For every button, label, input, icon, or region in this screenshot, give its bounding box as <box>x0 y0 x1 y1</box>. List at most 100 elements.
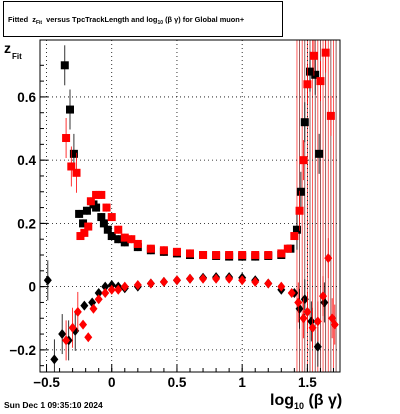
series-0 <box>60 45 324 261</box>
x-tick-label: 0.5 <box>168 375 187 390</box>
diamond-marker <box>101 281 110 292</box>
square-marker <box>66 105 74 114</box>
square-marker <box>82 206 91 215</box>
title-middle: versus TpcTrackLength and log <box>46 15 158 24</box>
square-marker <box>303 80 312 89</box>
diamond-marker <box>299 313 308 324</box>
diamond-marker <box>101 287 110 298</box>
diamond-marker <box>43 275 52 286</box>
diamond-marker <box>277 281 286 292</box>
square-marker <box>186 249 194 258</box>
diamond-marker <box>186 273 194 284</box>
diamond-marker <box>120 281 129 292</box>
square-marker <box>306 67 314 76</box>
square-marker <box>326 111 335 120</box>
square-marker <box>103 225 112 234</box>
chart-title: Fitted zFit versus TpcTrackLength and lo… <box>8 15 244 26</box>
diamond-marker <box>308 322 317 333</box>
diamond-marker <box>133 280 142 291</box>
diamond-marker <box>84 332 93 343</box>
series-2 <box>43 260 329 372</box>
square-marker <box>97 213 106 222</box>
title-log-sub: 10 <box>157 20 164 26</box>
diamond-marker <box>172 275 181 286</box>
diamond-marker <box>330 319 339 330</box>
y-tick-label: 0.2 <box>17 216 36 231</box>
square-marker <box>277 249 286 258</box>
title-suffix: for Global muon+ <box>182 15 245 24</box>
x-tick-label: 1.5 <box>298 375 317 390</box>
square-marker <box>296 187 305 196</box>
square-marker <box>146 244 155 253</box>
diamond-marker <box>313 341 322 352</box>
square-marker <box>300 118 309 127</box>
x-tick-label: −0.5 <box>33 375 60 390</box>
square-marker <box>120 238 129 247</box>
diamond-marker <box>68 322 77 333</box>
square-marker <box>238 251 247 260</box>
diamond-marker <box>73 306 82 317</box>
diamond-marker <box>159 276 168 287</box>
series-1 <box>62 40 335 260</box>
square-marker <box>86 197 95 206</box>
square-marker <box>97 190 106 199</box>
diamond-marker <box>294 297 303 308</box>
square-marker <box>127 235 136 244</box>
square-marker <box>102 203 111 212</box>
diamond-marker <box>62 335 71 346</box>
diamond-marker <box>313 316 322 327</box>
diamond-marker <box>287 287 296 298</box>
square-marker <box>114 225 123 234</box>
diamond-marker <box>199 273 208 284</box>
diamond-marker <box>212 273 221 284</box>
square-marker <box>309 51 318 60</box>
square-marker <box>292 225 301 234</box>
square-marker <box>251 251 260 260</box>
square-marker <box>60 61 69 70</box>
y-tick-label: −0.2 <box>9 343 36 358</box>
square-marker <box>212 251 221 260</box>
diamond-marker <box>303 306 312 317</box>
square-marker <box>299 156 308 165</box>
data-series <box>43 40 339 372</box>
diamond-marker <box>264 278 273 289</box>
square-marker <box>75 209 84 218</box>
title-beta-gamma: (β γ) <box>165 15 181 24</box>
square-marker <box>62 134 71 143</box>
square-marker <box>316 77 325 86</box>
square-marker <box>315 149 324 158</box>
title-z: z <box>32 15 36 24</box>
square-marker <box>92 203 101 212</box>
diamond-marker <box>225 273 234 284</box>
x-tick-label: 1 <box>238 375 246 390</box>
square-marker <box>225 251 234 260</box>
y-tick-label: 0.4 <box>17 153 36 168</box>
square-marker <box>84 222 93 231</box>
diamond-marker <box>300 294 309 305</box>
series-3 <box>62 238 339 361</box>
square-marker <box>199 251 208 260</box>
square-marker <box>283 244 292 253</box>
diamond-marker <box>251 276 260 287</box>
diamond-marker <box>80 300 89 311</box>
square-marker <box>264 251 273 260</box>
square-marker <box>80 228 89 237</box>
square-marker <box>99 219 108 228</box>
diamond-marker <box>319 291 328 302</box>
diamond-marker <box>58 329 67 340</box>
square-marker <box>107 232 116 241</box>
square-marker <box>172 247 181 256</box>
diamond-marker <box>94 294 103 305</box>
diamond-marker <box>324 253 333 264</box>
square-marker <box>133 239 142 248</box>
square-marker <box>79 219 88 228</box>
square-marker <box>114 235 123 244</box>
title-box: Fitted zFit versus TpcTrackLength and lo… <box>3 1 283 37</box>
diamond-marker <box>79 319 88 330</box>
x-axis-label-sub: 10 <box>294 401 305 412</box>
y-axis-label-main: z <box>4 40 11 56</box>
x-tick-label: 0 <box>108 375 116 390</box>
diamond-marker <box>50 354 59 365</box>
title-prefix: Fitted <box>8 15 29 24</box>
